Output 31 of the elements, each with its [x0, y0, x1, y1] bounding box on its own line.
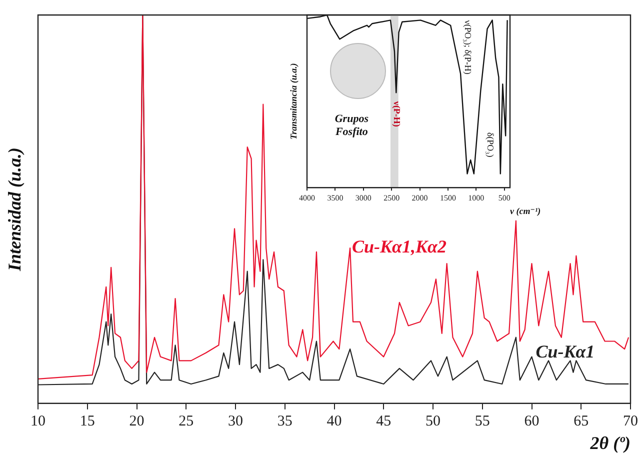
x-tick-label: 35 — [277, 413, 292, 430]
x-tick-label: 25 — [178, 413, 194, 430]
annotation: ν(PO₃); δ(P-H) — [463, 20, 474, 74]
x-tick-label: 10 — [30, 413, 46, 430]
annotation: Grupos Fosfito — [334, 112, 368, 138]
x-tick-label: 4000 — [299, 193, 315, 202]
x-tick-label: 3000 — [355, 193, 372, 202]
annotation: ν(P-H) — [392, 100, 402, 127]
x-tick-label: 65 — [574, 413, 589, 430]
x-tick-label: 3500 — [327, 193, 344, 202]
y-axis-title: Transmitancia (u.a.) — [288, 63, 298, 140]
y-axis-title: Intensidad (u.a.) — [4, 147, 25, 272]
x-tick-label: 30 — [228, 413, 243, 430]
x-tick-label: 1500 — [440, 193, 456, 202]
x-tick-label: 1000 — [468, 193, 484, 202]
x-tick-label: 45 — [376, 413, 392, 430]
series-label: Cu-Kα1,Kα2 — [352, 236, 446, 257]
x-tick-label: 50 — [426, 413, 440, 430]
x-tick-label: 2500 — [384, 193, 400, 202]
x-tick-label: 55 — [474, 413, 490, 430]
x-tick-label: 60 — [524, 413, 540, 430]
x-tick-label: 15 — [80, 413, 95, 430]
x-axis-title: ν (cm⁻¹) — [510, 206, 541, 216]
x-tick-label: 40 — [326, 413, 342, 430]
annotation: δ(PO₃) — [485, 132, 496, 158]
x-axis-title: 2θ (º) — [589, 432, 630, 453]
x-tick-label: 70 — [623, 413, 638, 430]
x-tick-label: 20 — [129, 413, 144, 430]
series-label: Cu-Kα1 — [536, 342, 595, 362]
x-tick-label: 2000 — [412, 193, 428, 202]
x-tick-label: 500 — [498, 193, 510, 202]
